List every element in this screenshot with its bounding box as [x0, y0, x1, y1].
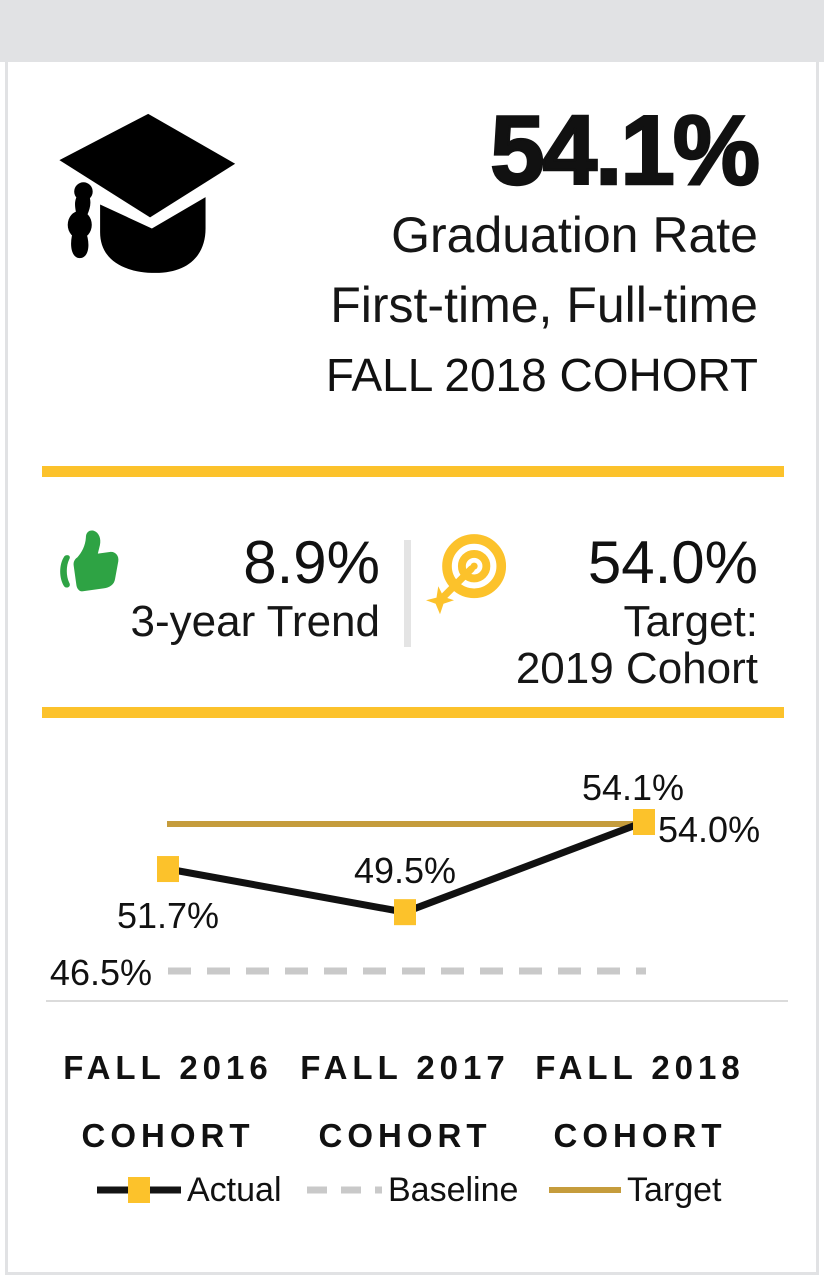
x-axis-label-top: FALL 2016 — [63, 1049, 273, 1086]
trend-line-chart: 51.7% 49.5% 54.1% 54.0% 46.5% — [46, 767, 788, 1002]
data-label-actual-fall2017: 49.5% — [354, 850, 456, 891]
legend-swatch-target-icon — [549, 1187, 621, 1193]
data-label-actual-fall2018: 54.1% — [582, 767, 684, 808]
target-value: 54.0% — [587, 529, 758, 596]
top-gray-band — [0, 0, 824, 62]
x-axis-label-bottom: COHORT — [553, 1117, 727, 1154]
yellow-divider-bottom — [42, 707, 784, 718]
header-text-block: 54.1% Graduation Rate First-time, Full-t… — [325, 95, 761, 410]
actual-marker-fall2016 — [157, 856, 179, 883]
x-axis-label-fall2016: FALL 2016 COHORT — [8, 1034, 328, 1170]
trend-label: 3-year Trend — [130, 597, 380, 646]
legend-label-baseline: Baseline — [388, 1170, 519, 1209]
legend-label-target: Target — [627, 1170, 722, 1209]
vertical-divider — [404, 540, 411, 647]
x-axis-label-fall2018: FALL 2018 COHORT — [480, 1034, 800, 1170]
headline-subtitle-1: Graduation Rate — [391, 207, 758, 263]
legend-item-baseline: Baseline — [306, 1168, 518, 1212]
x-axis-label-bottom: COHORT — [318, 1117, 492, 1154]
target-label-1: Target: — [623, 597, 758, 646]
x-axis-label-bottom: COHORT — [81, 1117, 255, 1154]
legend-swatch-actual-icon — [97, 1177, 181, 1203]
legend-item-actual: Actual — [97, 1168, 282, 1212]
target-block: 54.0% Target: 2019 Cohort — [516, 528, 758, 692]
headline-cohort: FALL 2018 COHORT — [325, 349, 758, 401]
legend-label-actual: Actual — [187, 1170, 282, 1209]
headline-value: 54.1% — [489, 95, 761, 205]
legend-swatch-baseline-icon — [307, 1186, 382, 1194]
legend-item-target: Target — [549, 1168, 722, 1212]
actual-marker-fall2018 — [633, 809, 655, 835]
chart-legend: Actual Baseline Target — [0, 1168, 824, 1212]
thumbs-up-icon — [60, 530, 119, 592]
yellow-divider-top — [42, 466, 784, 477]
trend-value: 8.9% — [243, 529, 380, 596]
data-label-target: 54.0% — [658, 809, 760, 850]
x-axis-label-top: FALL 2017 — [300, 1049, 510, 1086]
trend-block: 8.9% 3-year Trend — [131, 528, 380, 645]
headline-subtitle-2: First-time, Full-time — [330, 277, 758, 333]
x-axis-label-top: FALL 2018 — [535, 1049, 745, 1086]
x-axis-label-fall2017: FALL 2017 COHORT — [245, 1034, 565, 1170]
graduation-cap-icon — [59, 113, 236, 273]
data-label-baseline: 46.5% — [50, 952, 152, 993]
target-icon — [426, 534, 507, 615]
target-label-2: 2019 Cohort — [515, 644, 758, 693]
data-label-actual-fall2016: 51.7% — [117, 895, 219, 936]
actual-marker-fall2017 — [394, 899, 416, 926]
